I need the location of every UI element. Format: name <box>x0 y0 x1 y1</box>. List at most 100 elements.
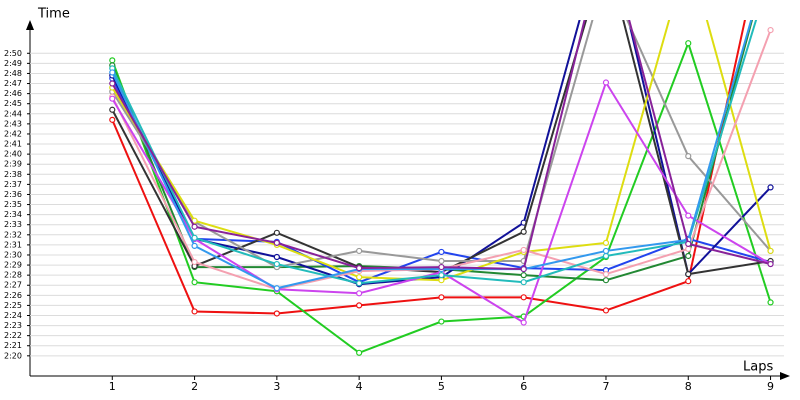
series-line <box>111 20 771 271</box>
point <box>767 247 774 255</box>
x-tick-label: 3 <box>273 380 280 393</box>
y-tick-label: 2:43 <box>4 119 22 128</box>
y-tick-label: 2:37 <box>4 180 22 189</box>
point <box>438 257 445 265</box>
point <box>109 80 116 87</box>
series-line <box>111 20 754 282</box>
point <box>685 278 692 285</box>
point <box>685 240 692 247</box>
point <box>602 247 610 255</box>
y-tick-label: 2:21 <box>4 341 22 350</box>
x-axis-label: Laps <box>743 360 773 375</box>
point <box>356 264 363 272</box>
point <box>602 79 610 86</box>
x-tick-label: 6 <box>520 380 527 393</box>
y-tick-label: 2:34 <box>4 210 22 219</box>
y-tick-label: 2:31 <box>4 240 22 249</box>
point <box>602 307 610 314</box>
point <box>273 260 280 268</box>
x-tick-label: 2 <box>191 380 198 393</box>
point <box>767 184 774 191</box>
point <box>356 290 363 297</box>
series-line <box>111 20 772 282</box>
point <box>356 274 363 281</box>
point <box>191 242 198 250</box>
point <box>520 272 527 279</box>
y-tick-label: 2:28 <box>4 271 22 280</box>
point <box>273 229 280 236</box>
point <box>602 277 610 284</box>
y-tick-label: 2:40 <box>4 150 22 159</box>
point <box>273 239 280 246</box>
point <box>685 153 692 160</box>
point <box>273 253 280 261</box>
point <box>273 285 280 292</box>
y-tick-label: 2:32 <box>4 230 22 239</box>
point <box>685 245 692 253</box>
point <box>109 116 116 123</box>
point <box>767 299 774 306</box>
x-tick-label: 8 <box>685 380 692 393</box>
y-tick-label: 2:48 <box>4 69 22 78</box>
series-line <box>111 20 771 276</box>
point <box>191 234 198 241</box>
point <box>520 228 527 235</box>
point <box>602 271 610 278</box>
y-tick-label: 2:23 <box>4 321 22 330</box>
point <box>520 319 527 326</box>
y-tick-label: 2:25 <box>4 301 22 310</box>
point <box>191 279 198 286</box>
x-tick-label: 9 <box>767 380 774 393</box>
y-tick-label: 2:50 <box>4 49 22 58</box>
point <box>438 294 445 301</box>
point <box>685 252 692 260</box>
x-tick-label: 7 <box>602 380 609 393</box>
y-tick-label: 2:22 <box>4 331 22 340</box>
point <box>685 40 692 47</box>
y-tick-label: 2:36 <box>4 190 22 199</box>
point <box>520 246 527 254</box>
point <box>109 57 116 64</box>
point <box>191 258 198 266</box>
y-tick-label: 2:41 <box>4 140 22 149</box>
y-tick-label: 2:39 <box>4 160 22 169</box>
point <box>520 279 527 286</box>
y-tick-label: 2:46 <box>4 89 22 98</box>
point <box>438 248 445 256</box>
point <box>356 247 363 255</box>
point <box>520 294 527 301</box>
y-tick-label: 2:44 <box>4 109 22 118</box>
point <box>356 280 363 287</box>
y-tick-label: 2:20 <box>4 351 22 360</box>
point <box>767 26 774 34</box>
point <box>356 349 363 356</box>
series-line <box>111 40 772 354</box>
point <box>273 310 280 317</box>
y-tick-label: 2:33 <box>4 220 22 229</box>
y-tick-label: 2:49 <box>4 59 22 68</box>
point <box>767 260 774 268</box>
y-tick-label: 2:30 <box>4 250 22 259</box>
y-tick-label: 2:47 <box>4 79 22 88</box>
point <box>685 212 692 219</box>
point <box>356 302 363 309</box>
point <box>109 69 116 76</box>
y-tick-label: 2:42 <box>4 129 22 138</box>
y-tick-label: 2:35 <box>4 200 22 209</box>
x-tick-label: 4 <box>356 380 363 393</box>
y-tick-label: 2:29 <box>4 261 22 270</box>
point <box>602 252 610 260</box>
point <box>438 272 445 279</box>
x-tick-label: 5 <box>438 380 445 393</box>
x-axis-arrow <box>780 372 790 380</box>
point <box>685 271 692 278</box>
y-tick-label: 2:38 <box>4 170 22 179</box>
y-tick-label: 2:45 <box>4 99 22 108</box>
y-axis-label: Time <box>37 7 70 22</box>
y-tick-label: 2:27 <box>4 281 22 290</box>
series-line <box>111 20 758 285</box>
x-tick-label: 1 <box>109 380 116 393</box>
y-axis-arrow <box>26 20 34 30</box>
point <box>109 106 116 113</box>
